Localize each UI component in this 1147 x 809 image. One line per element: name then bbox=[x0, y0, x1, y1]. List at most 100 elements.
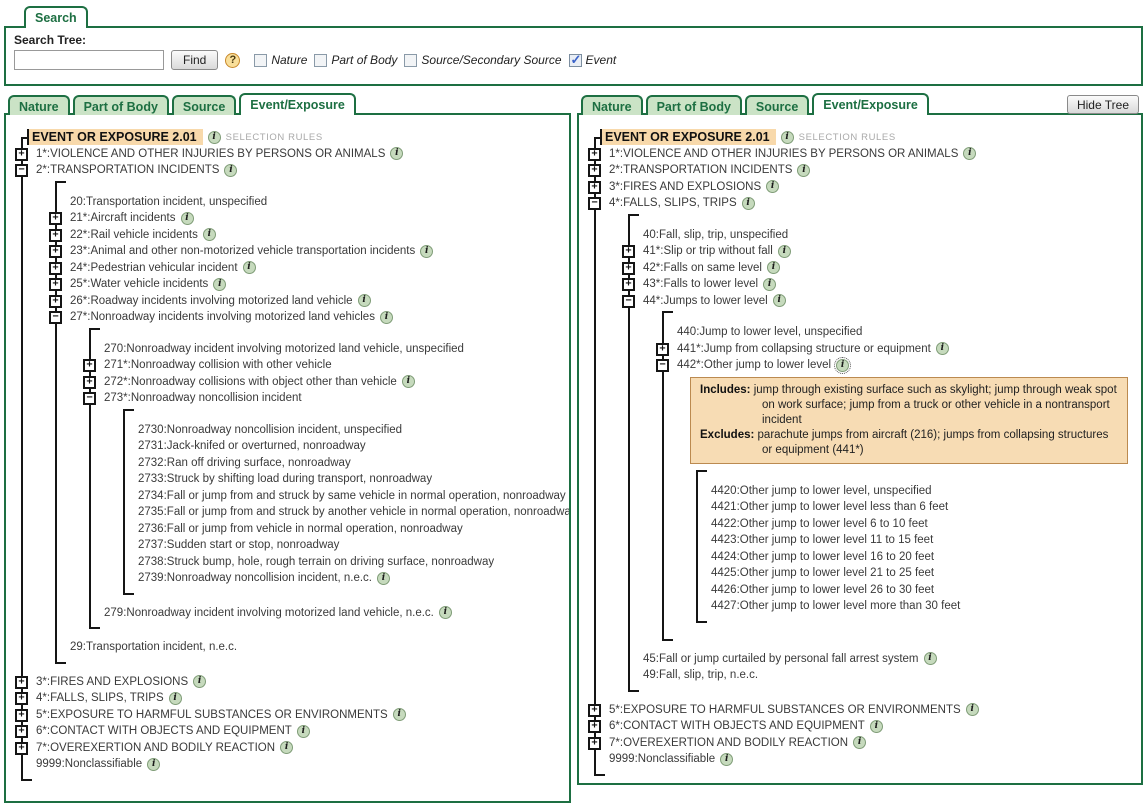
tab-event-exposure[interactable]: Event/Exposure bbox=[812, 93, 929, 115]
info-icon[interactable]: i bbox=[923, 652, 937, 666]
node-separator: : bbox=[736, 534, 740, 547]
expand-icon[interactable]: + bbox=[49, 294, 62, 308]
expand-icon[interactable]: + bbox=[622, 245, 635, 258]
info-icon[interactable]: i bbox=[401, 375, 415, 389]
info-icon[interactable]: i bbox=[193, 675, 207, 689]
info-icon[interactable]: i bbox=[390, 147, 404, 161]
info-icon[interactable]: i bbox=[280, 741, 294, 755]
info-icon[interactable]: i bbox=[296, 724, 310, 738]
node-separator: : bbox=[660, 245, 664, 258]
expand-icon[interactable]: + bbox=[15, 725, 28, 738]
info-icon[interactable]: i bbox=[168, 691, 182, 705]
info-icon[interactable]: i bbox=[720, 752, 734, 766]
info-icon[interactable]: i bbox=[357, 294, 371, 308]
node-label: Nonroadway incidents involving motorized… bbox=[90, 311, 375, 324]
info-icon[interactable]: i bbox=[213, 277, 227, 291]
expand-icon[interactable]: + bbox=[656, 342, 669, 356]
tab-nature[interactable]: Nature bbox=[8, 95, 70, 115]
expand-icon[interactable]: + bbox=[15, 147, 28, 161]
info-icon[interactable]: i bbox=[224, 163, 238, 177]
info-icon[interactable]: i bbox=[780, 130, 794, 144]
expand-icon[interactable]: + bbox=[588, 703, 601, 717]
tab-part-of-body[interactable]: Part of Body bbox=[72, 95, 169, 115]
expand-icon[interactable]: + bbox=[49, 228, 62, 242]
checkbox-part-of-body[interactable] bbox=[314, 53, 328, 67]
expand-icon[interactable]: + bbox=[588, 147, 601, 161]
node-label: OVEREXERTION AND BODILY REACTION bbox=[623, 736, 849, 749]
info-icon[interactable]: i bbox=[741, 196, 755, 210]
expand-icon[interactable]: + bbox=[588, 164, 601, 177]
info-icon[interactable]: i bbox=[797, 163, 811, 177]
info-icon[interactable]: i bbox=[377, 571, 390, 585]
node-label: Nonroadway noncollision incident, unspec… bbox=[166, 423, 403, 436]
tree-node-2730: 2730 : Nonroadway noncollision incident,… bbox=[123, 422, 565, 439]
info-icon[interactable]: i bbox=[963, 147, 977, 161]
expand-icon[interactable]: + bbox=[622, 278, 635, 291]
collapse-icon[interactable]: − bbox=[15, 164, 28, 177]
info-icon[interactable]: i bbox=[935, 342, 949, 356]
info-icon[interactable]: i bbox=[777, 244, 791, 258]
tab-event-exposure[interactable]: Event/Exposure bbox=[239, 93, 356, 115]
info-icon[interactable]: i bbox=[869, 719, 883, 733]
checkbox-source-secondary-source[interactable] bbox=[404, 53, 418, 67]
info-icon[interactable]: i bbox=[242, 261, 256, 275]
search-input[interactable] bbox=[14, 50, 164, 70]
info-icon[interactable]: i bbox=[766, 180, 780, 194]
selection-rules-link[interactable]: SELECTION RULES bbox=[798, 131, 896, 143]
find-button[interactable]: Find bbox=[171, 50, 219, 70]
tab-search[interactable]: Search bbox=[24, 6, 88, 28]
tab-nature[interactable]: Nature bbox=[581, 95, 643, 115]
node-code: 2737 bbox=[138, 539, 164, 552]
checkbox-item-event[interactable]: Event bbox=[568, 52, 617, 68]
expand-icon[interactable]: + bbox=[15, 741, 28, 755]
expand-icon[interactable]: + bbox=[15, 692, 28, 705]
info-icon[interactable]: i bbox=[180, 211, 194, 225]
info-icon[interactable]: i bbox=[379, 310, 393, 324]
info-icon[interactable]: i bbox=[763, 277, 777, 291]
collapse-icon[interactable]: − bbox=[622, 294, 635, 308]
expand-icon[interactable]: + bbox=[83, 359, 96, 372]
info-icon[interactable]: i bbox=[420, 244, 434, 258]
node-separator: : bbox=[46, 675, 51, 688]
checkbox-label-event: Event bbox=[585, 53, 617, 67]
info-icon[interactable]: i bbox=[853, 736, 867, 750]
checkbox-nature[interactable] bbox=[254, 53, 268, 67]
expand-icon[interactable]: + bbox=[588, 180, 601, 194]
collapse-icon[interactable]: − bbox=[588, 197, 601, 210]
node-code: 21* bbox=[70, 212, 88, 225]
tab-part-of-body[interactable]: Part of Body bbox=[645, 95, 742, 115]
expand-icon[interactable]: + bbox=[15, 708, 28, 722]
expand-icon[interactable]: + bbox=[49, 245, 62, 258]
checkbox-item-source-secondary-source[interactable]: Source/Secondary Source bbox=[404, 53, 562, 67]
tab-source[interactable]: Source bbox=[171, 95, 237, 115]
expand-icon[interactable]: + bbox=[622, 261, 635, 275]
selection-rules-link[interactable]: SELECTION RULES bbox=[225, 131, 323, 143]
info-icon[interactable]: i bbox=[772, 294, 786, 308]
info-icon[interactable]: i bbox=[965, 703, 979, 717]
info-icon[interactable]: i bbox=[147, 757, 161, 771]
expand-icon[interactable]: + bbox=[15, 675, 28, 689]
checkbox-item-part-of-body[interactable]: Part of Body bbox=[314, 53, 397, 67]
info-icon[interactable]: i bbox=[766, 261, 780, 275]
expand-icon[interactable]: + bbox=[588, 720, 601, 733]
expand-icon[interactable]: + bbox=[588, 736, 601, 750]
hide-tree-button[interactable]: Hide Tree bbox=[1066, 95, 1139, 114]
expand-icon[interactable]: + bbox=[83, 375, 96, 389]
info-icon[interactable]: i bbox=[202, 228, 216, 242]
expand-icon[interactable]: + bbox=[49, 278, 62, 291]
node-separator: : bbox=[655, 669, 659, 682]
collapse-icon[interactable]: − bbox=[83, 392, 96, 405]
node-separator: : bbox=[619, 720, 624, 733]
info-icon[interactable]: i bbox=[438, 606, 452, 620]
info-icon[interactable]: i bbox=[834, 356, 852, 374]
info-icon[interactable]: i bbox=[392, 708, 406, 722]
collapse-icon[interactable]: − bbox=[49, 311, 62, 324]
expand-icon[interactable]: + bbox=[49, 261, 62, 275]
checkbox-event[interactable] bbox=[568, 52, 582, 68]
checkbox-item-nature[interactable]: Nature bbox=[254, 53, 307, 67]
collapse-icon[interactable]: − bbox=[656, 359, 669, 372]
info-icon[interactable]: i bbox=[207, 130, 221, 144]
tab-source[interactable]: Source bbox=[744, 95, 810, 115]
expand-icon[interactable]: + bbox=[49, 212, 62, 225]
help-icon[interactable]: ? bbox=[225, 52, 241, 68]
